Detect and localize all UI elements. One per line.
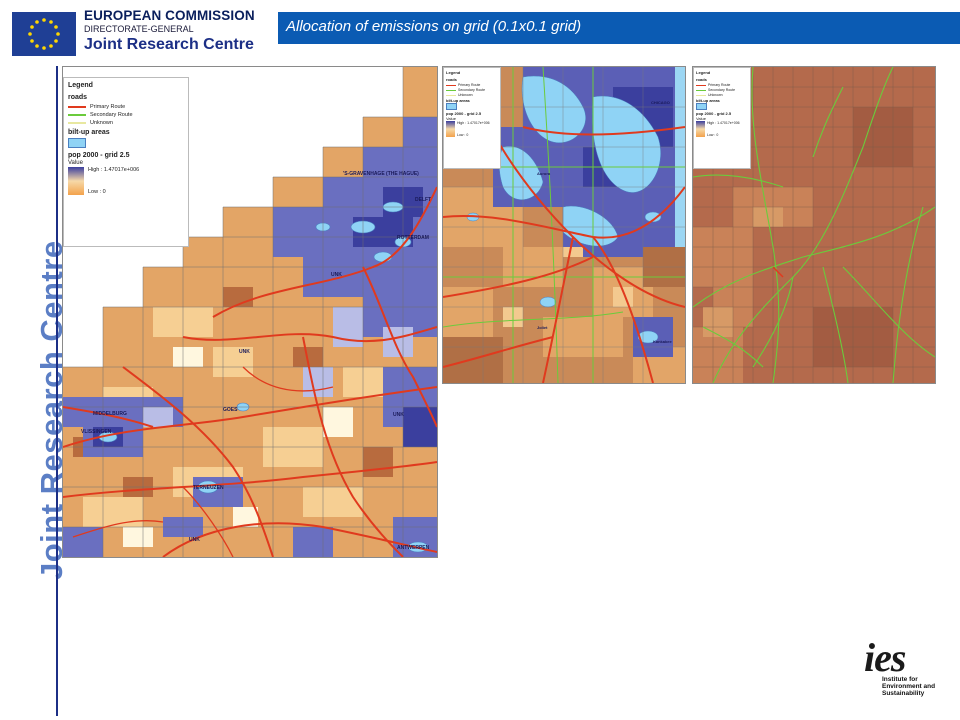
ramp-labels: High : 1.47017e+006 Low : 0 bbox=[88, 167, 139, 195]
primary-route-swatch bbox=[696, 84, 706, 86]
legend-unknown-row: Unknown bbox=[446, 93, 498, 97]
legend-ramp-row: High : 1.47017e+006 Low : 0 bbox=[696, 121, 748, 137]
legend-secondary-row: Secondary Route bbox=[696, 88, 748, 92]
secondary-route-swatch bbox=[696, 89, 706, 91]
city-label-middelburg: MIDDELBURG bbox=[93, 411, 127, 417]
legend-low-label: Low : 0 bbox=[707, 133, 719, 137]
legend-secondary-row: Secondary Route bbox=[68, 112, 184, 118]
legend-high-label: High : 1.47017e+006 bbox=[457, 121, 490, 125]
slide-title-bar: Allocation of emissions on grid (0.1x0.1… bbox=[278, 12, 960, 44]
legend-builtup-heading: bilt-up areas bbox=[446, 98, 470, 103]
legend-roads-heading: roads bbox=[696, 77, 707, 82]
side-rule bbox=[56, 66, 58, 716]
map-chicago: Legend roads Primary Route Secondary Rou… bbox=[442, 66, 686, 384]
city-label-chicago: CHICAGO bbox=[651, 100, 670, 105]
builtup-swatch bbox=[68, 138, 86, 148]
legend-value-heading: Value bbox=[68, 160, 83, 166]
population-ramp bbox=[68, 167, 84, 195]
population-ramp bbox=[696, 121, 705, 137]
ies-logo-line1: Institute for bbox=[882, 676, 918, 683]
city-label-the-hague: 'S-GRAVENHAGE (THE HAGUE) bbox=[343, 171, 419, 177]
legend-unknown-label: Unknown bbox=[90, 120, 113, 126]
legend-primary-label: Primary Route bbox=[458, 83, 481, 87]
legend-pop-heading: pop 2000 - grid 2.5 bbox=[446, 111, 482, 116]
eu-stars-icon bbox=[28, 18, 60, 50]
city-label-vlissingen: VLISSINGEN bbox=[81, 429, 112, 435]
legend-pop-heading: pop 2000 - grid 2.5 bbox=[68, 152, 130, 159]
org-line-1: EUROPEAN COMMISSION bbox=[84, 8, 255, 23]
city-label-aurora: Aurora bbox=[537, 171, 551, 176]
city-label-delft: DELFT bbox=[415, 197, 432, 203]
label-unk: UNK bbox=[393, 412, 404, 418]
legend-primary-row: Primary Route bbox=[68, 104, 184, 110]
legend-unknown-row: Unknown bbox=[696, 93, 748, 97]
legend-unknown-label: Unknown bbox=[708, 93, 723, 97]
legend-unknown-label: Unknown bbox=[458, 93, 473, 97]
secondary-route-swatch bbox=[68, 114, 86, 116]
map1-legend: Legend roads Primary Route Secondary Rou… bbox=[63, 77, 189, 247]
legend-title: Legend bbox=[696, 70, 711, 75]
legend-high-label: High : 1.47017e+006 bbox=[88, 167, 140, 173]
legend-pop-heading: pop 2000 - grid 2.5 bbox=[696, 111, 732, 116]
eu-flag-logo bbox=[12, 12, 76, 56]
legend-primary-row: Primary Route bbox=[696, 83, 748, 87]
ramp-labels: High : 1.47017e+006 Low : 0 bbox=[457, 121, 490, 137]
city-label-kankakee: Kankakee bbox=[653, 339, 672, 344]
ies-logo-mark: ies bbox=[864, 635, 906, 680]
ies-logo-line2: Environment and bbox=[882, 683, 936, 690]
legend-primary-row: Primary Route bbox=[446, 83, 498, 87]
legend-value-heading: Value bbox=[696, 116, 706, 121]
legend-ramp-row: High : 1.47017e+006 Low : 0 bbox=[68, 167, 184, 195]
legend-roads-heading: roads bbox=[446, 77, 457, 82]
label-unk: UNK bbox=[189, 537, 200, 543]
legend-low-label: Low : 0 bbox=[88, 189, 106, 195]
legend-ramp-row: High : 1.47017e+006 Low : 0 bbox=[446, 121, 498, 137]
builtup-swatch bbox=[446, 103, 457, 110]
legend-primary-label: Primary Route bbox=[708, 83, 731, 87]
ramp-labels: High : 1.47017e+006 Low : 0 bbox=[707, 121, 740, 137]
ies-logo-line3: Sustainability bbox=[882, 690, 925, 697]
unknown-route-swatch bbox=[696, 94, 706, 96]
legend-secondary-label: Secondary Route bbox=[90, 112, 133, 118]
legend-secondary-label: Secondary Route bbox=[708, 88, 736, 92]
legend-value-heading: Value bbox=[446, 116, 456, 121]
city-label-goes: GOES bbox=[223, 407, 238, 413]
org-line-2: DIRECTORATE-GENERAL bbox=[84, 24, 194, 34]
legend-high-label: High : 1.47017e+006 bbox=[707, 121, 740, 125]
builtup-swatch bbox=[696, 103, 707, 110]
legend-builtup-heading: bilt-up areas bbox=[68, 129, 110, 136]
legend-builtup-heading: bilt-up areas bbox=[696, 98, 720, 103]
map3-legend: Legend roads Primary Route Secondary Rou… bbox=[693, 67, 751, 169]
legend-primary-label: Primary Route bbox=[90, 104, 126, 110]
legend-secondary-row: Secondary Route bbox=[446, 88, 498, 92]
organization-name: EUROPEAN COMMISSION DIRECTORATE-GENERAL … bbox=[84, 8, 274, 54]
org-line-3: Joint Research Centre bbox=[84, 36, 254, 53]
secondary-route-swatch bbox=[446, 89, 456, 91]
map2-legend: Legend roads Primary Route Secondary Rou… bbox=[443, 67, 501, 169]
city-label-rotterdam: ROTTERDAM bbox=[397, 235, 429, 241]
legend-title: Legend bbox=[68, 82, 93, 89]
legend-roads-heading: roads bbox=[68, 94, 88, 101]
city-label-joliet: Joliet bbox=[537, 325, 548, 330]
map-netherlands: Legend roads Primary Route Secondary Rou… bbox=[62, 66, 438, 558]
ies-logo: ies Institute for Environment and Sustai… bbox=[864, 635, 950, 710]
population-ramp bbox=[446, 121, 455, 137]
map-rural: Legend roads Primary Route Secondary Rou… bbox=[692, 66, 936, 384]
city-label-antwerpen: ANTWERPEN bbox=[397, 545, 430, 551]
primary-route-swatch bbox=[68, 106, 86, 108]
unknown-route-swatch bbox=[68, 122, 86, 124]
city-label-terneuzen: TERNEUZEN bbox=[193, 485, 224, 491]
legend-secondary-label: Secondary Route bbox=[458, 88, 486, 92]
label-unk: UNK bbox=[239, 349, 250, 355]
legend-unknown-row: Unknown bbox=[68, 120, 184, 126]
unknown-route-swatch bbox=[446, 94, 456, 96]
slide-title: Allocation of emissions on grid (0.1x0.1… bbox=[286, 18, 582, 35]
legend-low-label: Low : 0 bbox=[457, 133, 469, 137]
primary-route-swatch bbox=[446, 84, 456, 86]
legend-title: Legend bbox=[446, 70, 461, 75]
label-unk: UNK bbox=[331, 272, 342, 278]
